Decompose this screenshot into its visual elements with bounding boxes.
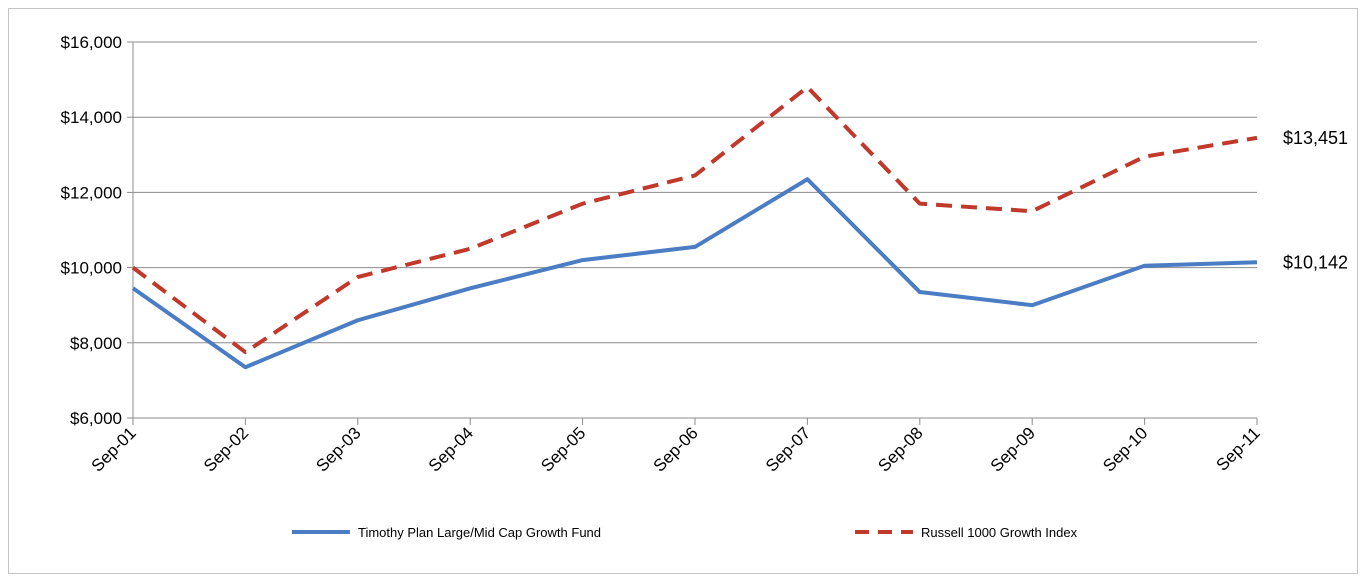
chart-frame: [8, 8, 1358, 574]
index-line: [131, 85, 1258, 355]
x-tick-label: Sep-02: [200, 423, 252, 475]
x-tick-label: Sep-03: [312, 423, 364, 475]
legend-label: Russell 1000 Growth Index: [921, 525, 1078, 540]
y-tick-label: $12,000: [61, 183, 122, 202]
y-tick-label: $8,000: [70, 334, 122, 353]
fund-line: [131, 177, 1258, 370]
x-tick-label: Sep-09: [987, 423, 1039, 475]
y-tick-label: $16,000: [61, 33, 122, 52]
gridlines: [133, 41, 1257, 419]
x-tick-label: Sep-11: [1213, 423, 1264, 474]
end-value-label: $13,451: [1283, 128, 1348, 148]
series-lines: [131, 85, 1258, 370]
end-value-label: $10,142: [1283, 252, 1348, 272]
x-tick-label: Sep-08: [874, 423, 926, 475]
legend: Timothy Plan Large/Mid Cap Growth Fund Ru…: [292, 525, 1078, 540]
end-labels: $10,142 $13,451: [1283, 128, 1348, 272]
x-tick-label: Sep-04: [425, 423, 477, 475]
legend-label: Timothy Plan Large/Mid Cap Growth Fund: [358, 525, 601, 540]
y-tick-label: $14,000: [61, 108, 122, 127]
x-tick-label: Sep-07: [762, 423, 814, 475]
x-axis: Sep-01 Sep-02 Sep-03 Sep-04 Sep-05 Sep-06 Sep-…: [88, 418, 1264, 476]
x-tick-label: Sep-10: [1099, 423, 1151, 475]
x-tick-label: Sep-01: [88, 423, 140, 475]
x-tick-label: Sep-06: [650, 423, 702, 475]
y-axis: $6,000 $8,000 $10,000 $12,000 $14,000 $16,000: [61, 33, 134, 428]
y-tick-label: $6,000: [70, 409, 122, 428]
y-tick-label: $10,000: [61, 259, 122, 278]
x-tick-label: Sep-05: [537, 423, 589, 475]
